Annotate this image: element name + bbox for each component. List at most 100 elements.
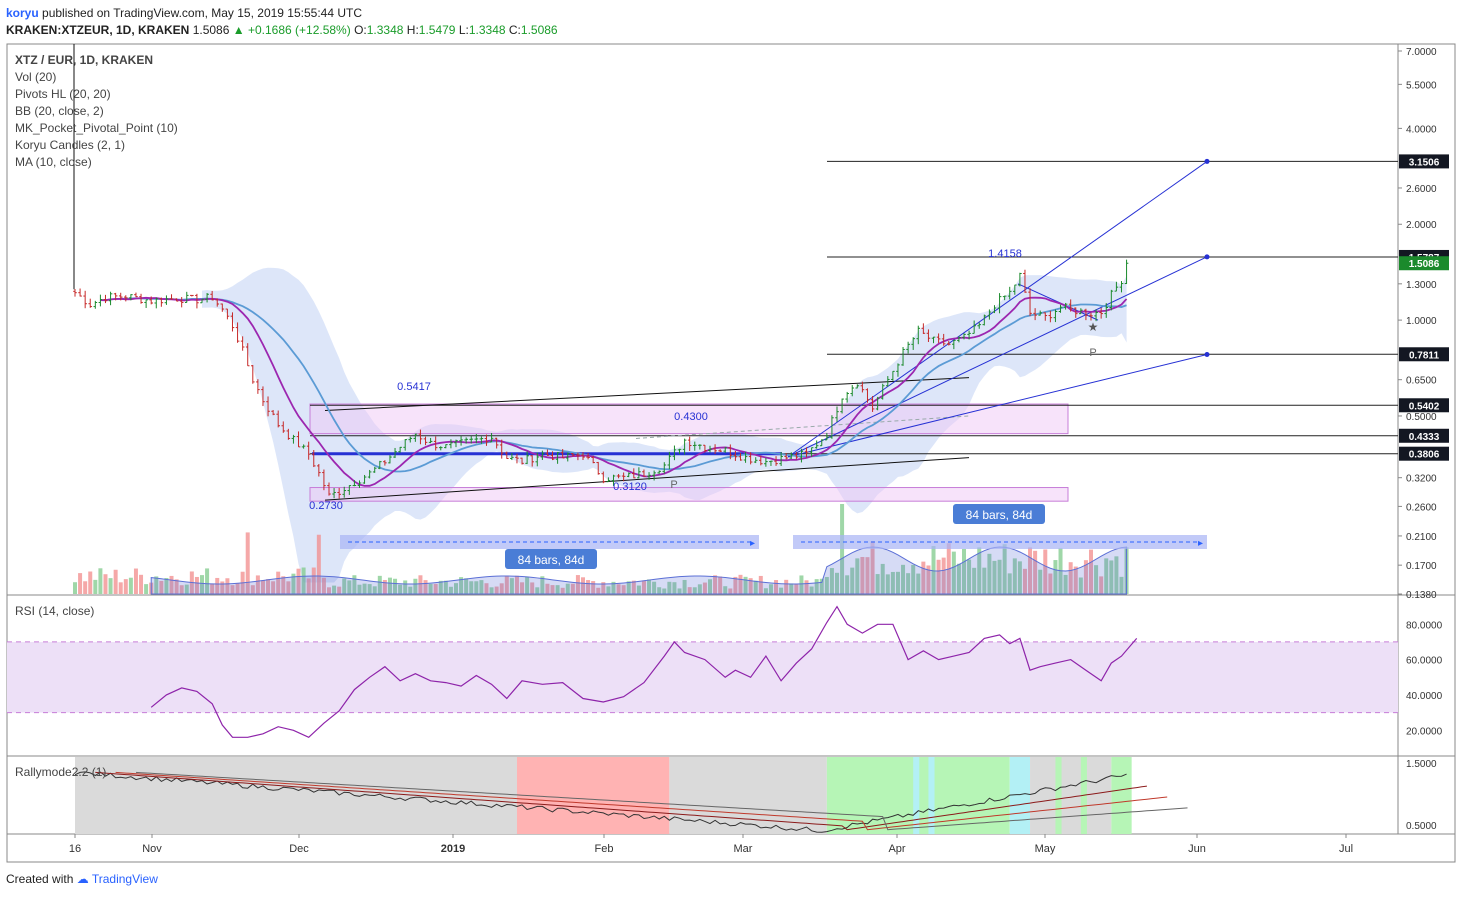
level-badge <box>1399 398 1449 413</box>
volume-bar <box>403 580 408 594</box>
time-tick-label: May <box>1035 843 1056 855</box>
volume-bar <box>860 556 865 594</box>
volume-bar <box>454 583 458 594</box>
volume-bar <box>738 574 743 594</box>
volume-bar <box>626 581 631 594</box>
volume-bar <box>697 584 702 594</box>
volume-bar <box>93 579 98 594</box>
level-badge <box>1399 446 1449 461</box>
volume-bar <box>337 586 342 594</box>
volume-bar <box>824 576 829 594</box>
publish-info: koryu published on TradingView.com, May … <box>6 6 362 20</box>
rally-line <box>74 771 1127 833</box>
volume-bar <box>1068 562 1073 594</box>
volume-bar <box>1002 544 1007 594</box>
volume-bar <box>174 579 179 594</box>
up-arrow-icon: ▲ <box>232 23 245 37</box>
time-tick-label: Dec <box>289 843 309 855</box>
time-tick-label: 2019 <box>441 843 465 855</box>
volume-bar <box>169 575 174 594</box>
level-badge-text: 0.5402 <box>1409 401 1440 412</box>
volume-bar <box>159 580 164 594</box>
volume-bar <box>850 567 855 594</box>
volume-bar <box>794 584 799 594</box>
volume-bar <box>194 576 199 594</box>
low-value: 1.3348 <box>468 23 506 37</box>
price-change: +0.1686 (+12.58%) <box>247 23 351 37</box>
legend-item: Pivots HL (20, 20) <box>15 87 111 101</box>
volume-bar <box>885 574 890 594</box>
volume-bar <box>1022 568 1027 594</box>
volume-bar <box>367 584 372 594</box>
volume-bar <box>1028 547 1033 594</box>
last-price: 1.5086 <box>192 23 230 37</box>
rsi-tick-label: 20.0000 <box>1406 726 1443 737</box>
volume-bar <box>560 587 565 594</box>
legend-item: Vol (20) <box>15 70 56 84</box>
symbol-name: KRAKEN:XTZEUR, 1D, KRAKEN <box>6 23 190 37</box>
symbol-bar: KRAKEN:XTZEUR, 1D, KRAKEN 1.5086 ▲ +0.16… <box>6 23 558 37</box>
range-label-bg <box>505 549 597 569</box>
axis-tick-label: 7.0000 <box>1406 47 1437 58</box>
tradingview-link[interactable]: TradingView <box>91 872 158 886</box>
volume-bar <box>931 546 936 594</box>
volume-bar <box>916 573 921 594</box>
volume-bar <box>1083 560 1088 594</box>
time-tick-label: Nov <box>142 843 162 855</box>
volume-bar <box>702 582 707 594</box>
volume-bar <box>941 557 946 594</box>
volume-bar <box>565 583 570 594</box>
volume-bar <box>215 577 220 594</box>
price-annotation: 0.3120 <box>613 481 647 493</box>
volume-bar <box>443 580 448 594</box>
volume-bar <box>962 549 966 594</box>
rally-line <box>135 771 1188 831</box>
volume-bar <box>545 583 550 594</box>
time-tick-label: Jul <box>1339 843 1353 855</box>
rally-zone <box>928 757 935 834</box>
volume-bar <box>708 579 712 594</box>
volume-bar <box>1053 560 1058 594</box>
volume-bar <box>139 574 144 594</box>
volume-bar <box>210 583 215 594</box>
volume-bar <box>758 575 763 594</box>
volume-bar <box>951 551 956 594</box>
axis-tick-label: 4.0000 <box>1406 124 1437 135</box>
volume-bar <box>525 576 530 594</box>
volume-bar <box>865 557 870 594</box>
last-price-text: 1.5086 <box>1409 259 1440 270</box>
price-annotation: 1.4158 <box>988 248 1022 260</box>
volume-bar <box>154 576 159 594</box>
level-badge <box>1399 347 1449 362</box>
volume-bar <box>692 587 697 594</box>
volume-bar <box>499 583 504 594</box>
volume-bar <box>601 582 606 594</box>
volume-bar <box>631 580 636 594</box>
volume-bar <box>616 584 621 594</box>
author-link[interactable]: koryu <box>6 6 39 20</box>
volume-bar <box>413 578 418 594</box>
level-badge-text: 0.4333 <box>1409 432 1440 443</box>
arrow-head-icon <box>1204 158 1210 164</box>
volume-bar <box>667 581 672 594</box>
volume-bar <box>281 576 286 594</box>
star-icon: ★ <box>1088 320 1099 334</box>
volume-bar <box>926 565 931 594</box>
rsi-line <box>150 605 1138 739</box>
open-value: 1.3348 <box>366 23 404 37</box>
volume-bar <box>540 576 545 594</box>
volume-bar <box>1043 549 1048 594</box>
volume-bar <box>596 587 601 594</box>
volume-bar <box>809 586 814 594</box>
volume-bar <box>418 575 423 594</box>
volume-bar <box>1048 573 1053 594</box>
rally-zone <box>1030 757 1112 834</box>
high-label: H: <box>406 23 419 37</box>
volume-bar <box>956 563 961 594</box>
volume-bar <box>1007 573 1012 594</box>
price-annotation: 0.2730 <box>309 500 343 512</box>
axis-tick-label: 0.1380 <box>1406 590 1437 601</box>
volume-bar <box>464 578 469 594</box>
volume-bar <box>1078 577 1083 594</box>
